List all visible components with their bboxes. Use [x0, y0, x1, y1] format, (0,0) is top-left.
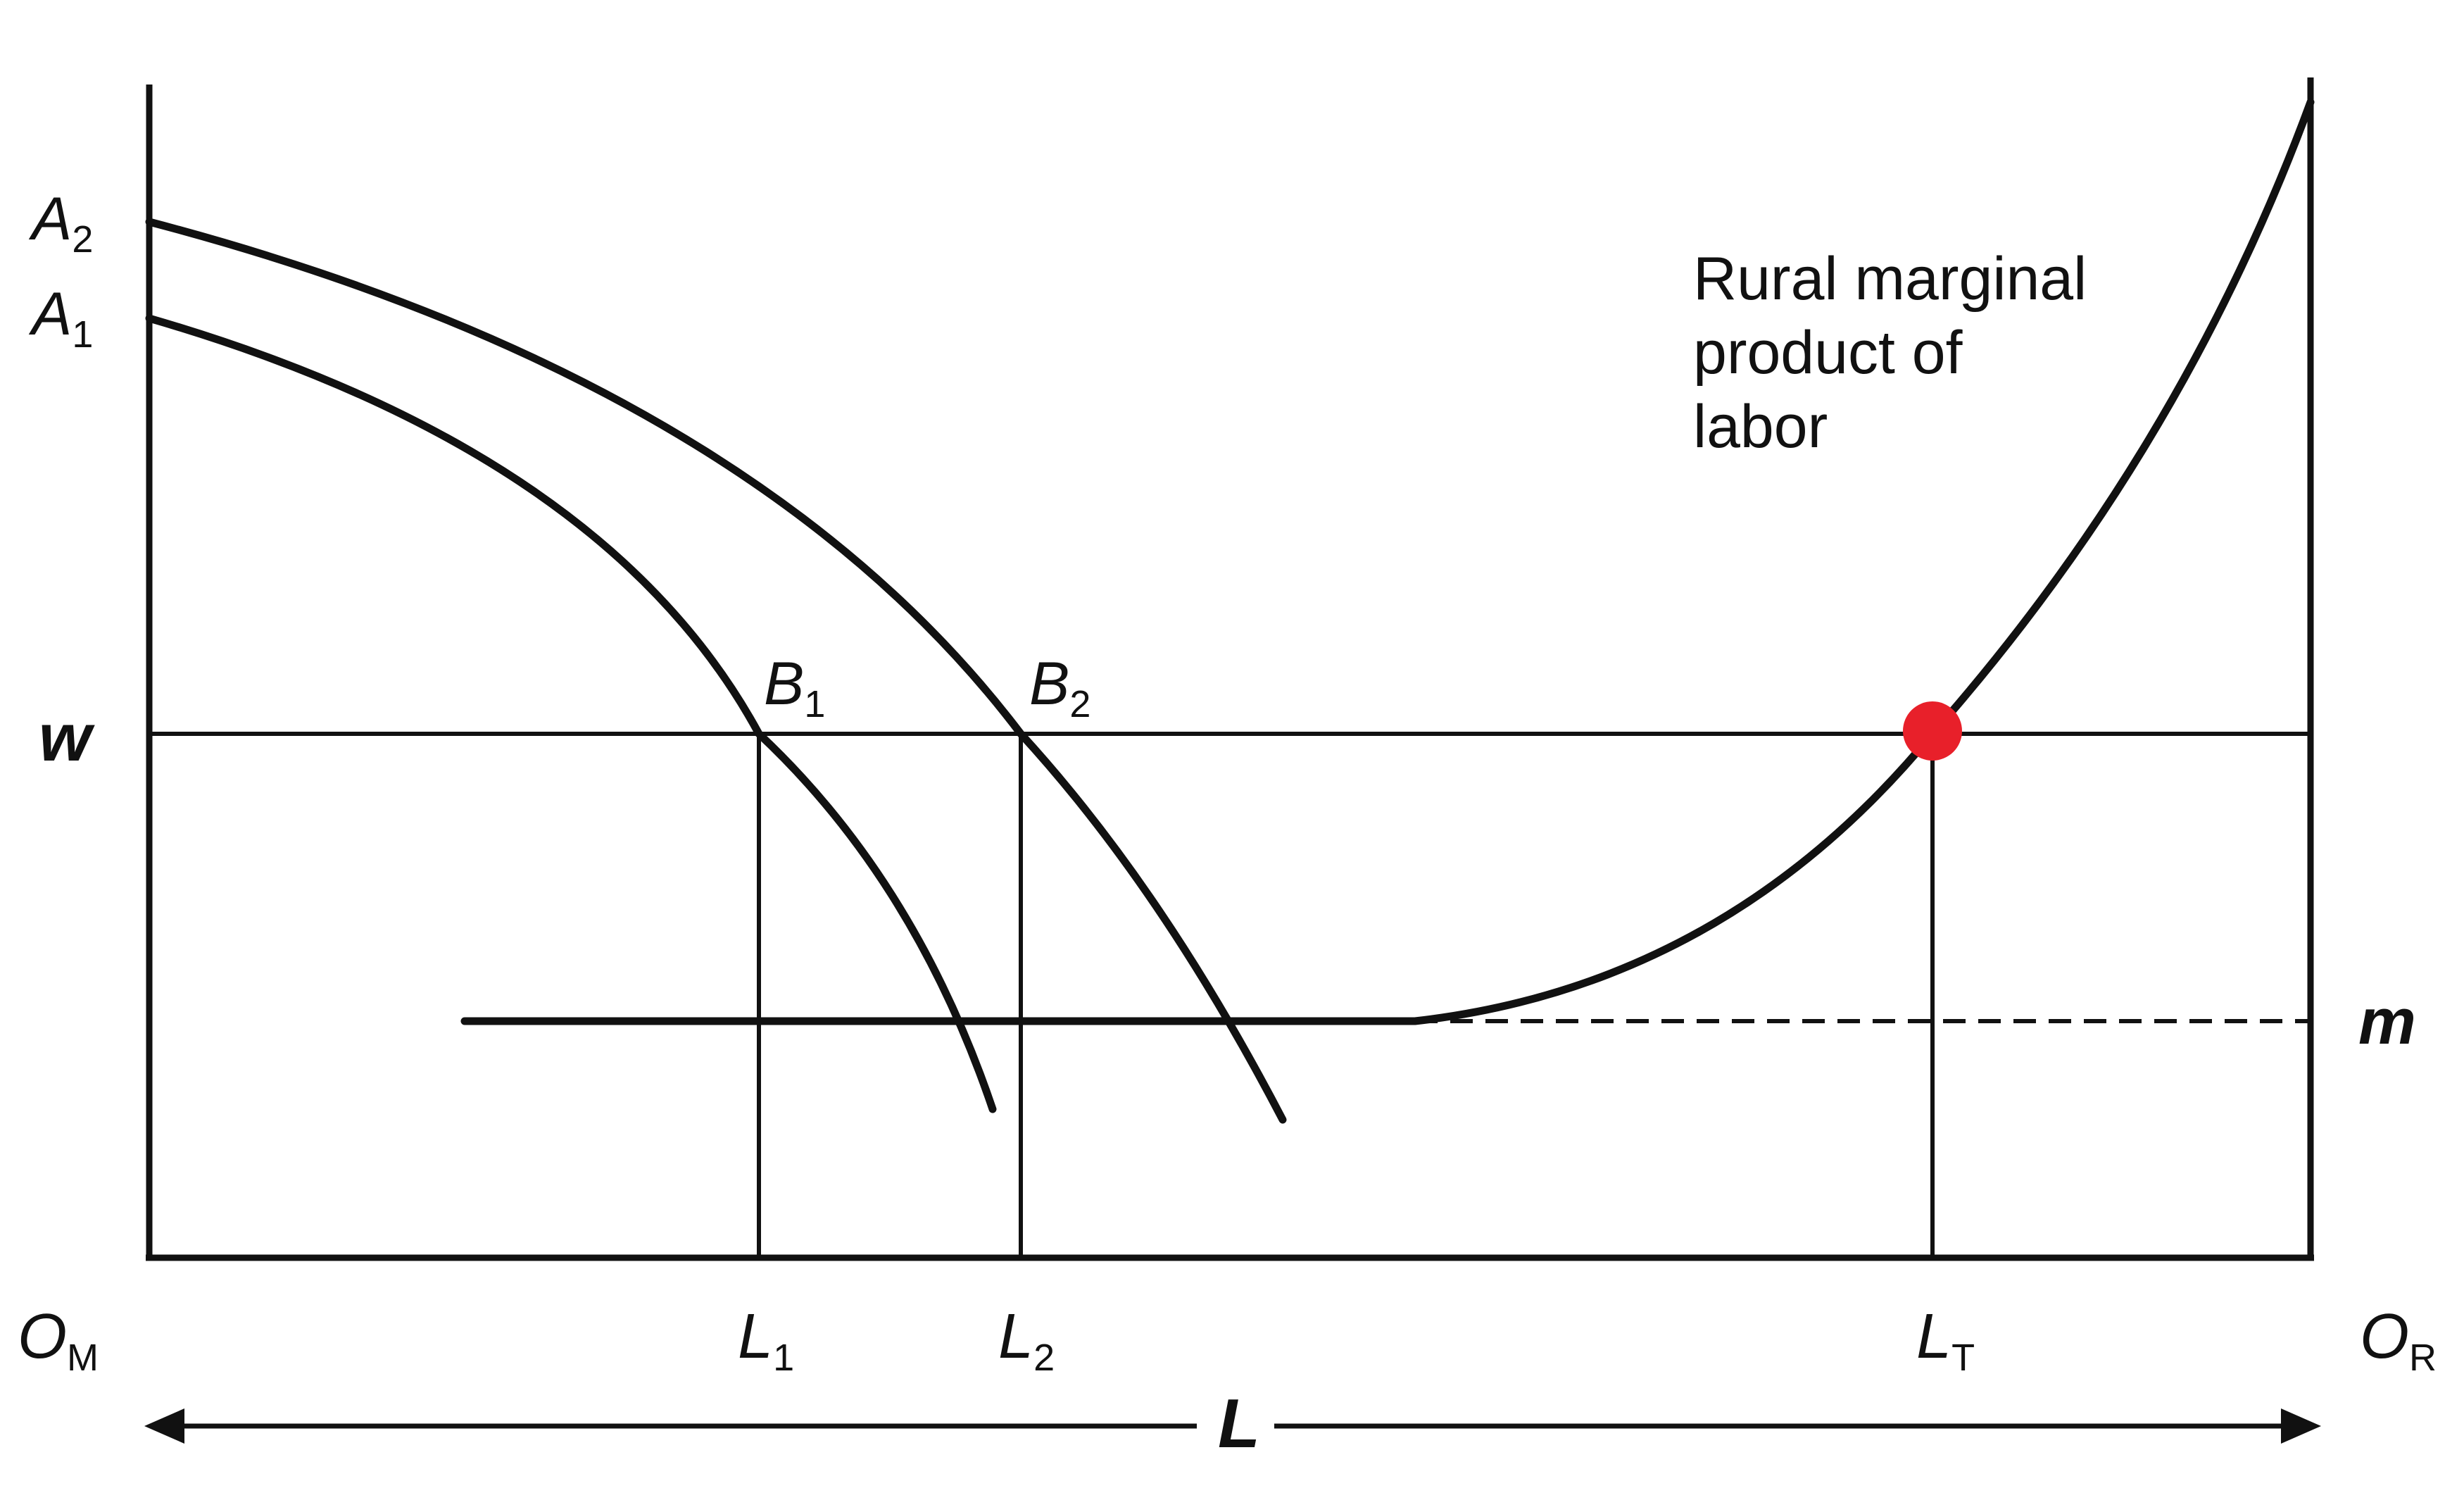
rural-mpl-curve	[460, 98, 2315, 1025]
annotation-line-1: Rural marginal	[1693, 245, 2087, 313]
label-om: OM	[18, 1301, 99, 1379]
label-or: OR	[2360, 1301, 2437, 1379]
label-l: L	[1218, 1385, 1260, 1462]
urban-mpl-curve-a1	[145, 314, 997, 1113]
annotation-line-3: labor	[1693, 393, 1828, 461]
label-b1: B1	[764, 650, 825, 725]
arrow-left-head	[144, 1408, 184, 1444]
label-a2: A2	[28, 185, 93, 261]
urban-mpl-curve-a2	[145, 218, 1287, 1124]
label-l1: L1	[738, 1301, 794, 1379]
equilibrium-dot	[1903, 701, 1962, 761]
label-m: m	[2358, 986, 2416, 1058]
arrow-right-head	[2281, 1408, 2321, 1444]
label-l2: L2	[998, 1301, 1055, 1379]
label-lt: LT	[1916, 1301, 1975, 1379]
annotation-line-2: product of	[1693, 319, 1963, 387]
label-w: w	[39, 700, 95, 775]
label-b2: B2	[1029, 650, 1090, 725]
label-a1: A1	[28, 280, 93, 356]
rural-mpl-annotation: Rural marginal product of labor	[1693, 245, 2104, 461]
